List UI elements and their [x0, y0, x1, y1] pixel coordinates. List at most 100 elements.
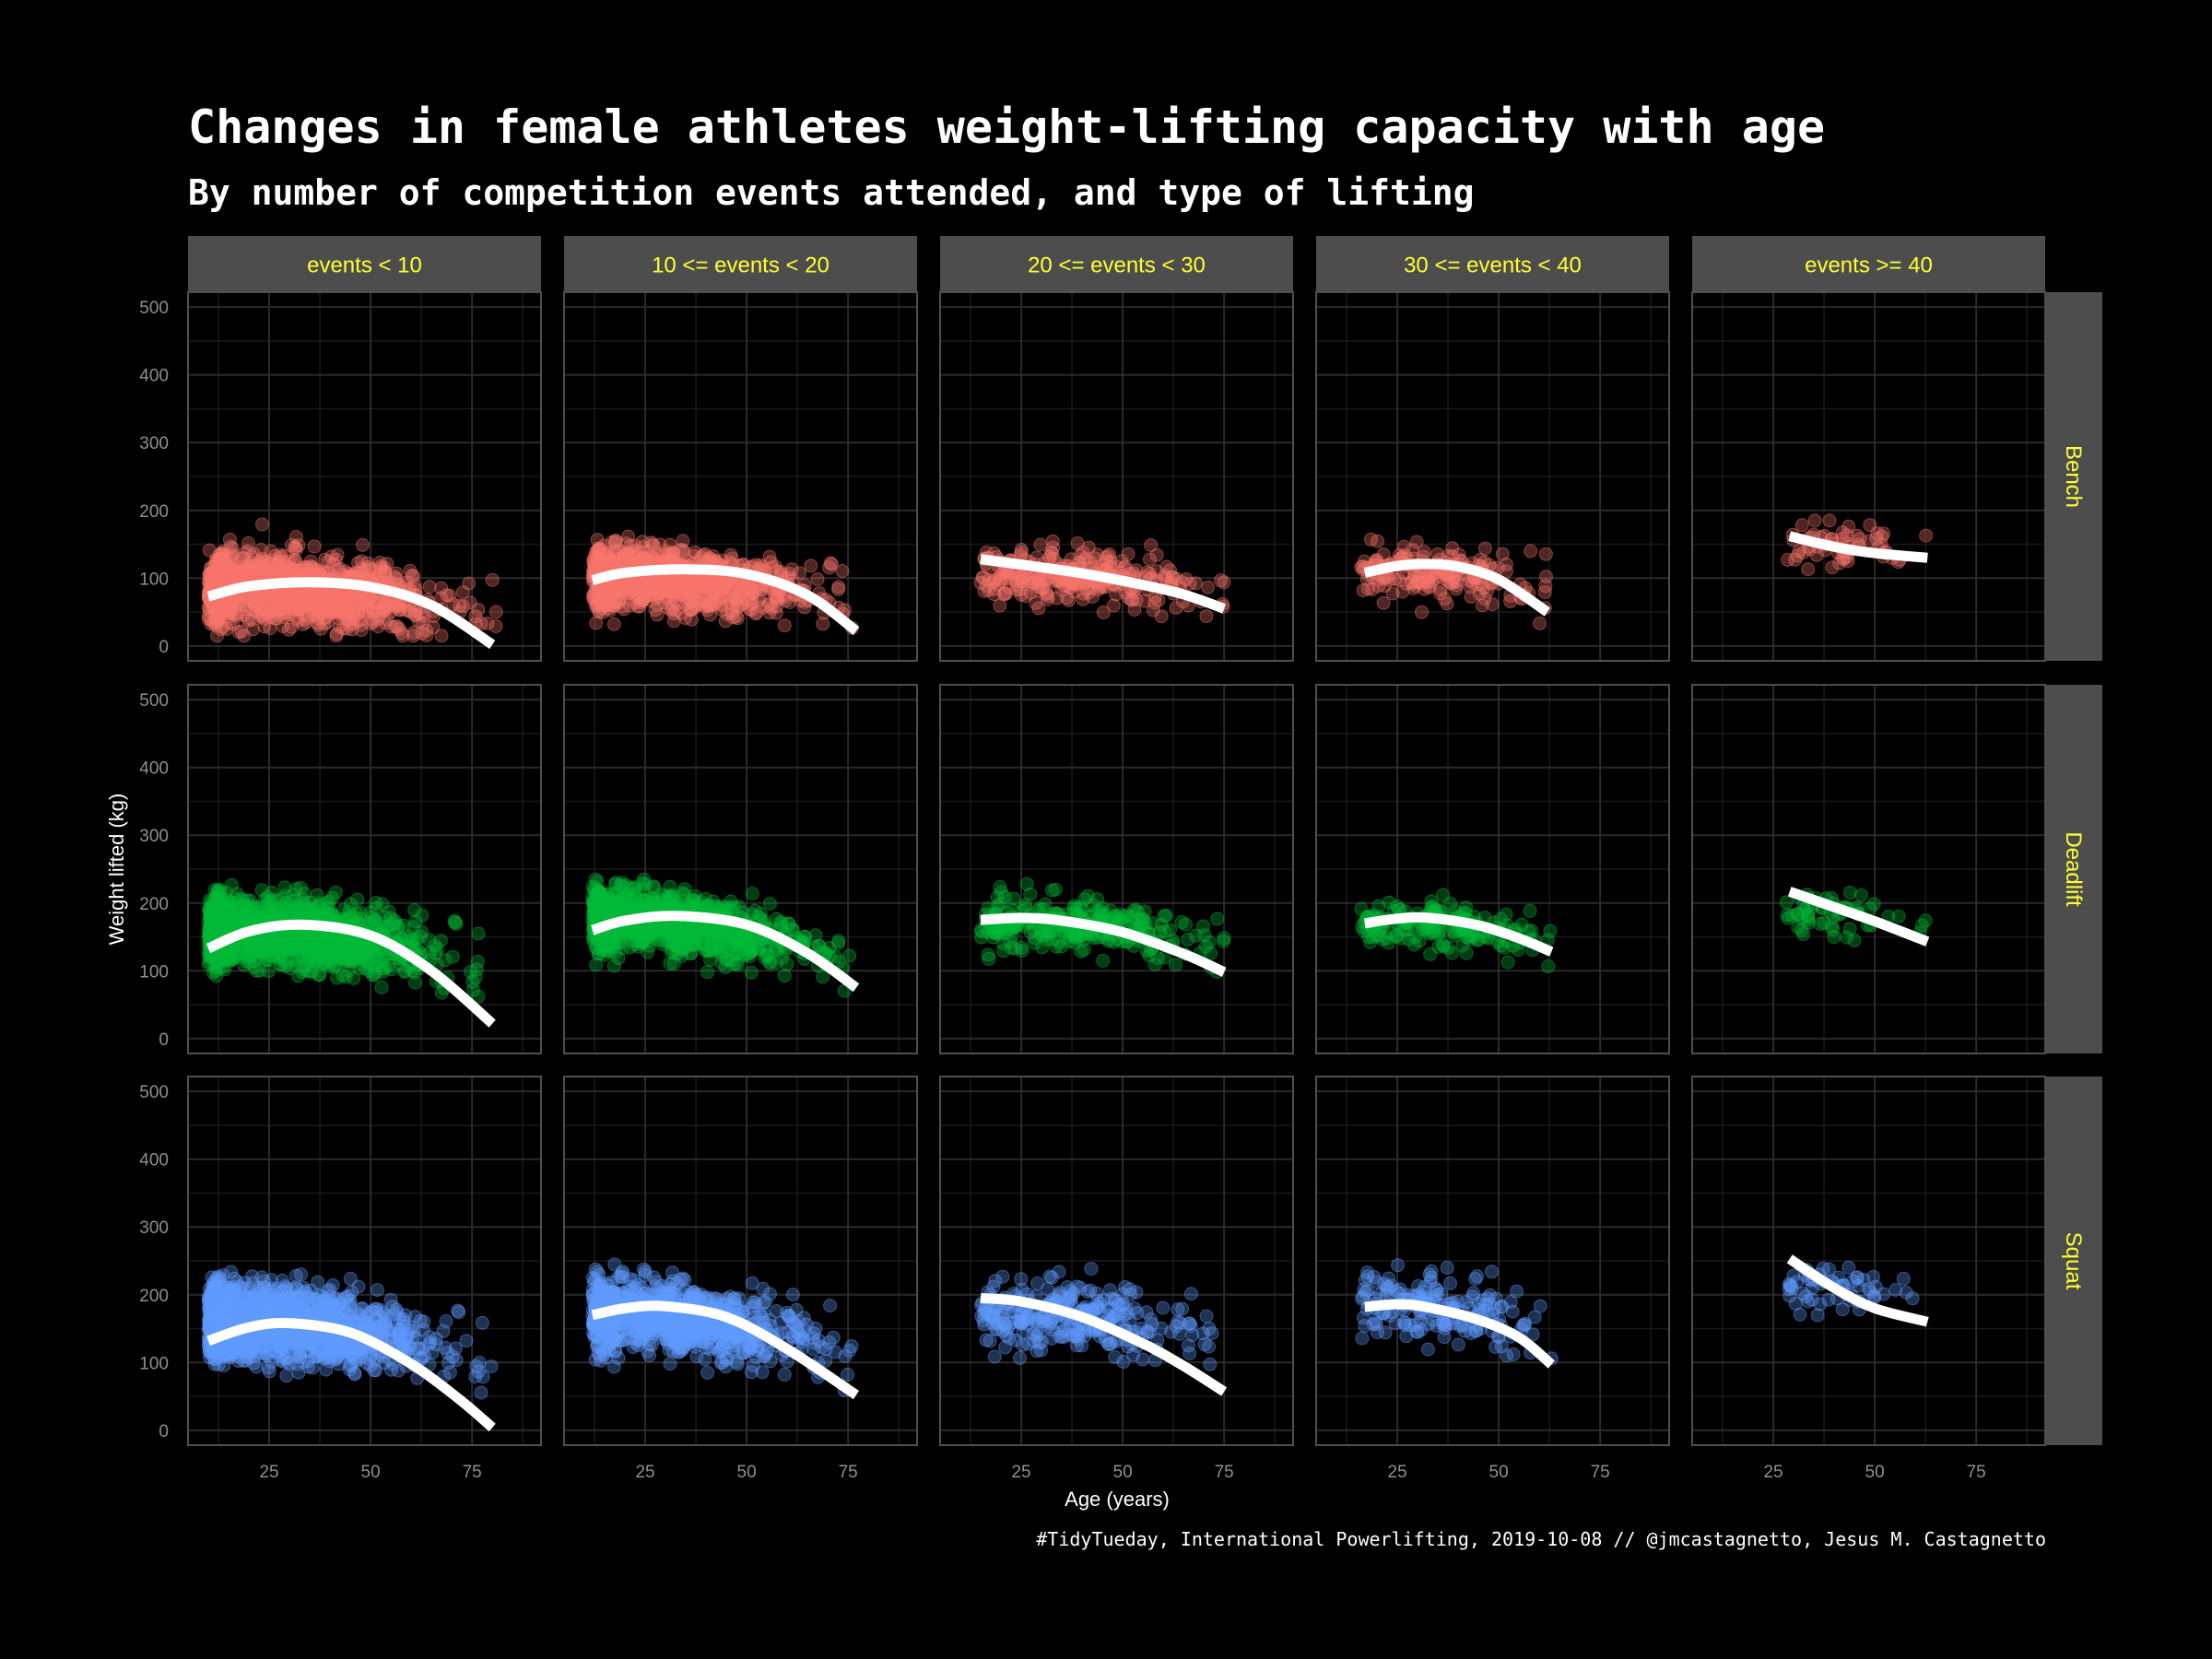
- data-point: [257, 590, 272, 605]
- data-point: [315, 906, 330, 921]
- data-point: [1033, 537, 1048, 552]
- data-point: [488, 619, 503, 633]
- data-point: [1533, 616, 1547, 630]
- data-point: [730, 611, 745, 626]
- data-point: [1794, 518, 1809, 533]
- y-tick-label: 0: [159, 638, 169, 657]
- data-point: [276, 606, 290, 620]
- data-point: [415, 924, 429, 939]
- data-point: [207, 604, 222, 618]
- data-point: [1430, 547, 1445, 561]
- data-point: [207, 600, 222, 615]
- y-tick-label: 300: [139, 434, 169, 453]
- data-point: [202, 543, 217, 558]
- data-point: [1835, 525, 1850, 540]
- data-point: [448, 915, 463, 930]
- data-point: [816, 617, 830, 631]
- y-tick-label: 100: [139, 570, 169, 589]
- data-point: [347, 950, 361, 965]
- data-point: [324, 587, 339, 602]
- data-point: [350, 606, 365, 619]
- data-point: [480, 616, 495, 630]
- data-point: [267, 598, 282, 613]
- data-point: [382, 904, 396, 919]
- data-point: [216, 548, 230, 563]
- data-point: [220, 564, 235, 579]
- data-point: [688, 594, 702, 608]
- data-point: [207, 615, 222, 629]
- data-point: [303, 599, 318, 614]
- data-point: [1201, 580, 1216, 594]
- data-point: [391, 921, 405, 935]
- data-point: [1100, 554, 1114, 569]
- data-point: [316, 598, 331, 613]
- data-point: [1143, 552, 1157, 567]
- data-point: [265, 553, 279, 568]
- data-point: [397, 964, 412, 979]
- data-point: [247, 594, 262, 609]
- strip-label: events < 10: [307, 253, 422, 278]
- data-point: [307, 539, 322, 554]
- data-point: [318, 932, 333, 947]
- data-point: [351, 606, 366, 619]
- data-point: [231, 625, 246, 640]
- data-point: [606, 617, 621, 631]
- data-point: [1144, 538, 1159, 552]
- y-tick-label: 400: [139, 759, 169, 779]
- data-point: [374, 980, 389, 994]
- data-point: [335, 621, 350, 636]
- y-tick-label: 200: [139, 895, 169, 914]
- data-point: [372, 568, 387, 582]
- data-point: [325, 599, 340, 614]
- data-point: [687, 548, 701, 563]
- data-point: [231, 946, 246, 960]
- data-point: [206, 569, 221, 583]
- data-point: [648, 574, 663, 589]
- strip-background: [188, 236, 541, 292]
- data-point: [835, 564, 850, 578]
- data-point: [354, 618, 369, 632]
- strip-bench: Bench: [2045, 292, 2102, 661]
- data-point: [358, 603, 372, 618]
- data-point: [300, 588, 315, 603]
- data-point: [254, 563, 269, 578]
- facet-grid: events < 10 10 <= events < 20 20 <= events…: [139, 236, 2102, 1482]
- strip-label: events >= 40: [1805, 253, 1933, 278]
- data-point: [438, 953, 453, 968]
- strip-label: Bench: [2061, 445, 2086, 508]
- data-point: [314, 592, 328, 606]
- data-point: [369, 896, 383, 910]
- data-point: [1046, 540, 1061, 555]
- data-point: [1165, 570, 1180, 584]
- data-point: [348, 597, 363, 612]
- data-point: [293, 880, 308, 895]
- data-point: [1076, 545, 1090, 559]
- data-point: [265, 562, 280, 577]
- data-point: [622, 546, 637, 560]
- data-point: [253, 558, 267, 572]
- data-point: [1433, 586, 1448, 601]
- data-point: [1480, 584, 1495, 598]
- y-tick-label: 400: [139, 367, 169, 386]
- data-point: [240, 611, 254, 625]
- data-point: [274, 600, 288, 615]
- data-point: [345, 589, 359, 604]
- data-point: [359, 604, 374, 618]
- data-point: [276, 610, 290, 625]
- data-point: [590, 598, 604, 613]
- data-point: [323, 946, 337, 960]
- data-point: [745, 596, 759, 611]
- data-point: [240, 593, 254, 606]
- data-point: [393, 603, 407, 618]
- data-point: [726, 598, 741, 612]
- data-point: [1147, 595, 1162, 610]
- data-point: [256, 555, 271, 570]
- data-point: [247, 565, 262, 580]
- data-point: [283, 561, 298, 575]
- data-point: [354, 597, 369, 612]
- data-point: [706, 584, 721, 599]
- data-point: [298, 596, 312, 611]
- data-point: [782, 567, 796, 581]
- data-point: [245, 594, 260, 609]
- data-point: [210, 556, 225, 571]
